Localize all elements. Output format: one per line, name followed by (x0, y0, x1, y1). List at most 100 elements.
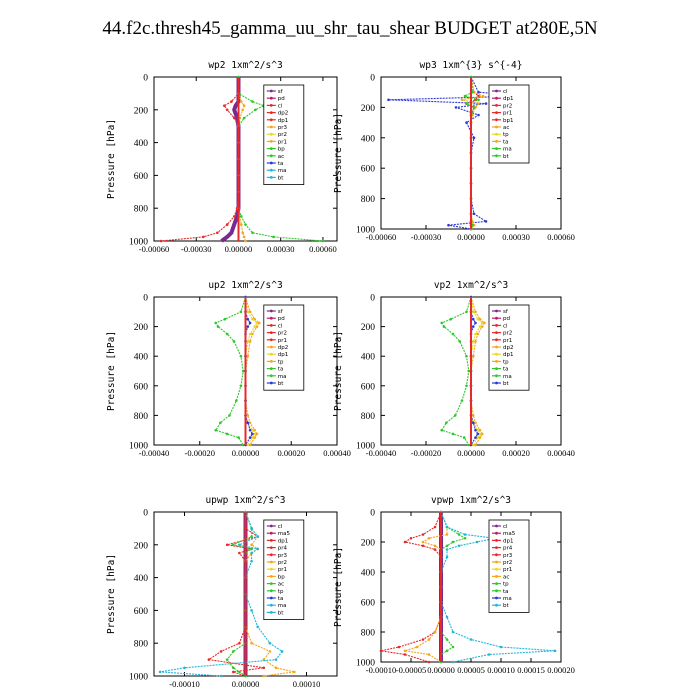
data-point (471, 414, 475, 417)
data-point (223, 317, 227, 321)
data-point (445, 555, 449, 559)
legend-marker (269, 161, 273, 165)
legend-marker (269, 560, 273, 564)
data-point (421, 544, 425, 548)
legend-marker (495, 89, 498, 93)
data-point (421, 638, 425, 641)
data-point (471, 421, 475, 425)
legend-entry: dp1 (503, 352, 513, 358)
y-tick-label: 400 (134, 139, 149, 149)
series-line-dp1 (207, 512, 264, 677)
data-point (251, 432, 254, 436)
y-tick-label: 200 (134, 541, 149, 551)
legend-marker (269, 324, 273, 327)
data-point (321, 239, 325, 243)
legend-entry: ac (278, 154, 284, 160)
legend-entry: ma5 (278, 531, 291, 537)
data-point (272, 235, 275, 239)
legend-marker (269, 125, 273, 129)
data-point (476, 436, 480, 439)
chart-3: up2 1xm^2/s^3 Pressure [hPa] 0 200 400 600 800… (106, 280, 351, 458)
data-point (256, 535, 260, 538)
legend-entry: tp (503, 359, 509, 365)
data-point (251, 317, 254, 321)
y-tick-label: 200 (134, 106, 149, 116)
data-point (225, 223, 229, 226)
legend-entry: pr1 (503, 338, 512, 344)
legend-marker (495, 546, 498, 549)
y-tick-label: 800 (134, 412, 149, 422)
data-point (471, 354, 475, 358)
data-point (465, 384, 468, 388)
x-tick-label: 0.00015 (517, 665, 545, 675)
y-tick-label: 200 (361, 104, 376, 114)
y-tick-label: 1000 (129, 442, 148, 452)
x-tick-label: 0.00005 (457, 665, 485, 675)
x-tick-label: 0.00000 (457, 232, 485, 242)
data-point (219, 421, 222, 425)
legend-marker (269, 345, 273, 349)
legend-entry: pr2 (278, 132, 287, 138)
data-point (477, 102, 480, 105)
legend-entry: ma (278, 603, 287, 609)
data-point (465, 354, 468, 358)
data-point (478, 436, 482, 439)
data-point (255, 321, 259, 325)
data-point (415, 645, 419, 649)
legend-marker (495, 531, 498, 535)
legend-marker (269, 589, 273, 593)
data-point (244, 223, 247, 226)
data-point (463, 533, 467, 536)
x-tick-label: 0.00020 (502, 448, 530, 458)
data-point (255, 325, 259, 328)
legend-entry: pd (278, 96, 285, 102)
legend-marker (269, 176, 273, 179)
legend-entry: tp (503, 132, 509, 138)
data-point (465, 121, 468, 124)
data-point (241, 443, 245, 447)
data-point (445, 544, 449, 548)
legend-marker (269, 132, 273, 136)
legend-entry: pr1 (503, 567, 512, 573)
subplot-title: wp2 1xm^2/s^3 (208, 60, 282, 71)
legend-marker (269, 154, 273, 158)
data-point (225, 432, 229, 436)
data-point (421, 540, 425, 544)
data-point (232, 670, 235, 674)
data-point (451, 630, 455, 634)
data-point (447, 223, 450, 227)
data-point (454, 106, 458, 109)
legend-entry: tp (278, 589, 284, 595)
data-point (225, 658, 229, 661)
legend-entry: ma (503, 596, 512, 602)
data-point (250, 559, 253, 563)
legend-marker (495, 104, 498, 107)
data-point (253, 432, 256, 436)
data-point (427, 638, 431, 641)
legend-marker (269, 596, 273, 600)
data-point (387, 98, 390, 102)
legend-marker (495, 603, 498, 607)
x-tick-label: 0.00000 (457, 448, 485, 458)
legend-marker (269, 338, 273, 342)
data-point (463, 536, 467, 540)
legend-marker (269, 567, 273, 571)
legend-marker (495, 96, 498, 100)
legend-entry: tp (278, 359, 284, 365)
data-point (255, 432, 259, 436)
data-point (449, 317, 453, 321)
data-point (238, 670, 241, 674)
x-tick-label: -0.00030 (181, 244, 211, 254)
y-axis-label: Pressure [hPa] (106, 331, 117, 411)
data-point (440, 428, 444, 432)
legend-marker (269, 381, 273, 385)
legend-marker (269, 539, 273, 542)
x-tick-label: 0.00040 (547, 448, 575, 458)
data-point (246, 340, 250, 343)
data-point (246, 310, 250, 314)
chart-4: vp2 1xm^2/s^3 Pressure [hPa] 0 200 400 600 800… (333, 280, 575, 458)
legend-marker (269, 89, 273, 93)
legend-entry: ma (278, 374, 287, 380)
data-point (421, 533, 425, 536)
